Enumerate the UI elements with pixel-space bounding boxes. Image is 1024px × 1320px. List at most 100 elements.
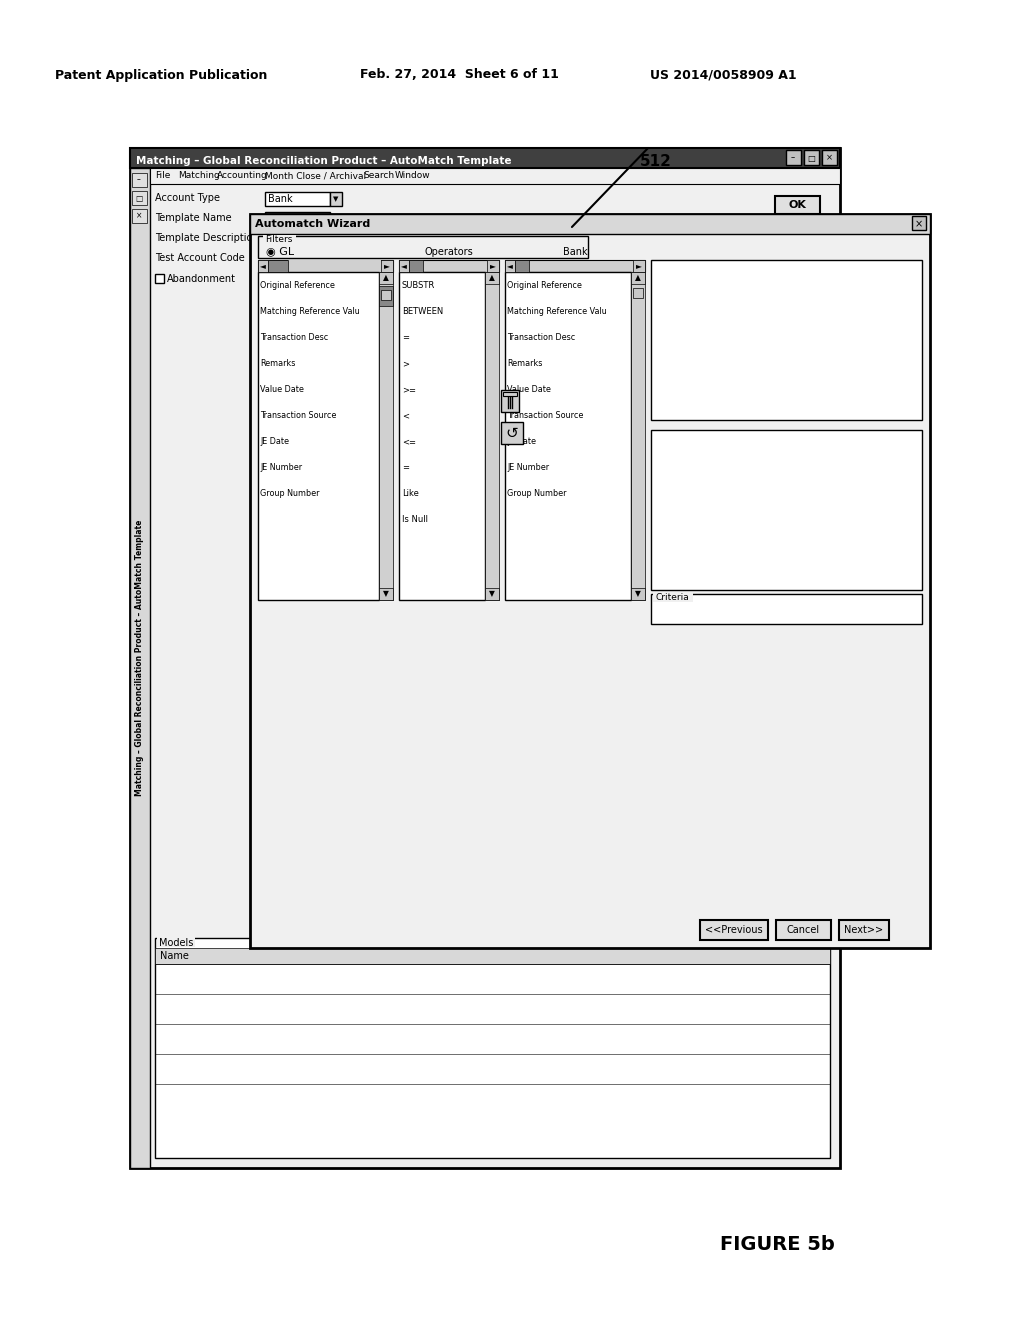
Bar <box>839 920 889 940</box>
Text: Transaction Desc: Transaction Desc <box>507 334 575 342</box>
Text: Original Reference: Original Reference <box>260 281 335 290</box>
Text: Value Date: Value Date <box>260 385 304 395</box>
Text: <: < <box>402 412 409 421</box>
Text: >: > <box>402 359 409 368</box>
Bar <box>631 272 645 601</box>
Text: Bank: Bank <box>268 194 293 205</box>
Bar <box>651 594 922 624</box>
Text: >=: >= <box>402 385 416 395</box>
Bar <box>250 214 930 948</box>
Bar <box>258 260 393 272</box>
Bar <box>157 937 195 946</box>
Bar <box>399 272 485 601</box>
Text: ×: × <box>914 219 923 228</box>
Text: File: File <box>155 172 170 181</box>
Text: Like: Like <box>402 490 419 499</box>
Bar <box>265 191 330 206</box>
Bar <box>381 260 393 272</box>
Bar <box>130 148 840 168</box>
Bar <box>775 222 820 240</box>
Text: JE Number: JE Number <box>507 463 549 473</box>
Bar <box>776 920 831 940</box>
Bar <box>379 286 393 306</box>
Text: Models: Models <box>159 939 194 948</box>
Text: ×: × <box>825 153 833 162</box>
Bar <box>786 150 801 165</box>
Bar <box>631 272 645 284</box>
Text: Bank: Bank <box>562 247 588 257</box>
Text: Search: Search <box>364 172 395 181</box>
Bar <box>700 920 768 940</box>
Bar <box>265 213 330 226</box>
Bar <box>265 275 274 282</box>
Text: ►: ► <box>384 261 390 271</box>
Text: Matching – Global Reconciliation Product – AutoMatch Template: Matching – Global Reconciliation Product… <box>136 156 512 166</box>
Bar <box>258 236 588 257</box>
Bar <box>409 260 423 272</box>
Bar <box>285 252 375 267</box>
Text: Remarks: Remarks <box>260 359 295 368</box>
Text: Transaction Desc: Transaction Desc <box>260 334 329 342</box>
Text: Matching – Global Reconciliation Product – AutoMatch Template: Matching – Global Reconciliation Product… <box>135 520 144 796</box>
Bar <box>268 260 288 272</box>
Bar <box>379 272 393 601</box>
Bar <box>330 191 342 206</box>
Text: Account Type: Account Type <box>155 193 220 203</box>
Bar <box>399 260 499 272</box>
Text: Criteria: Criteria <box>655 594 689 602</box>
Text: ×: × <box>136 211 142 220</box>
Text: ↺: ↺ <box>506 425 518 441</box>
Bar <box>651 260 922 420</box>
Text: ►: ► <box>636 261 642 271</box>
Text: –: – <box>137 176 141 185</box>
Bar <box>130 148 840 1168</box>
Text: Matching Reference Valu: Matching Reference Valu <box>507 308 607 317</box>
Bar <box>775 195 820 214</box>
Text: Matching Reference Valu: Matching Reference Valu <box>260 308 359 317</box>
Text: US 2014/0058909 A1: US 2014/0058909 A1 <box>650 69 797 82</box>
Text: Transaction Source: Transaction Source <box>260 412 336 421</box>
Bar <box>155 948 830 964</box>
Text: Abandonment: Abandonment <box>167 275 236 284</box>
Bar <box>288 260 381 272</box>
Bar <box>258 260 268 272</box>
Bar <box>501 422 523 444</box>
Text: OK: OK <box>788 201 806 210</box>
Bar <box>804 150 819 165</box>
Text: JE Date: JE Date <box>260 437 289 446</box>
Text: □: □ <box>807 153 815 162</box>
Text: BNK: BNK <box>268 214 289 224</box>
Text: ◉ GL: ◉ GL <box>266 246 294 256</box>
Bar <box>258 272 379 601</box>
Text: Automatch Wizard: Automatch Wizard <box>255 219 371 228</box>
Bar <box>503 392 517 396</box>
Text: Feb. 27, 2014  Sheet 6 of 11: Feb. 27, 2014 Sheet 6 of 11 <box>360 69 559 82</box>
Text: Collapse: Collapse <box>342 275 384 284</box>
Text: ◄: ◄ <box>507 261 513 271</box>
Bar <box>155 275 164 282</box>
Text: –: – <box>791 153 795 162</box>
Text: FIGURE 5b: FIGURE 5b <box>720 1236 835 1254</box>
Bar <box>263 235 296 243</box>
Text: Cancel: Cancel <box>786 925 819 935</box>
Text: =: = <box>402 334 409 342</box>
Text: Is Null: Is Null <box>402 516 428 524</box>
Text: <=: <= <box>402 437 416 446</box>
Bar <box>130 168 150 1168</box>
Bar <box>330 275 339 282</box>
Bar <box>487 260 499 272</box>
Text: ►: ► <box>490 261 496 271</box>
Bar <box>399 260 409 272</box>
Text: Save: Save <box>782 226 812 236</box>
Bar <box>379 587 393 601</box>
Bar <box>651 430 922 590</box>
Bar <box>132 191 147 205</box>
Text: SUBSTR: SUBSTR <box>402 281 435 290</box>
Text: Template Description: Template Description <box>155 234 259 243</box>
Text: ▲: ▲ <box>635 273 641 282</box>
Text: Accounting: Accounting <box>217 172 268 181</box>
Text: JE Number: JE Number <box>260 463 302 473</box>
Bar <box>505 272 631 601</box>
Text: ◄: ◄ <box>401 261 407 271</box>
Bar <box>381 290 391 300</box>
